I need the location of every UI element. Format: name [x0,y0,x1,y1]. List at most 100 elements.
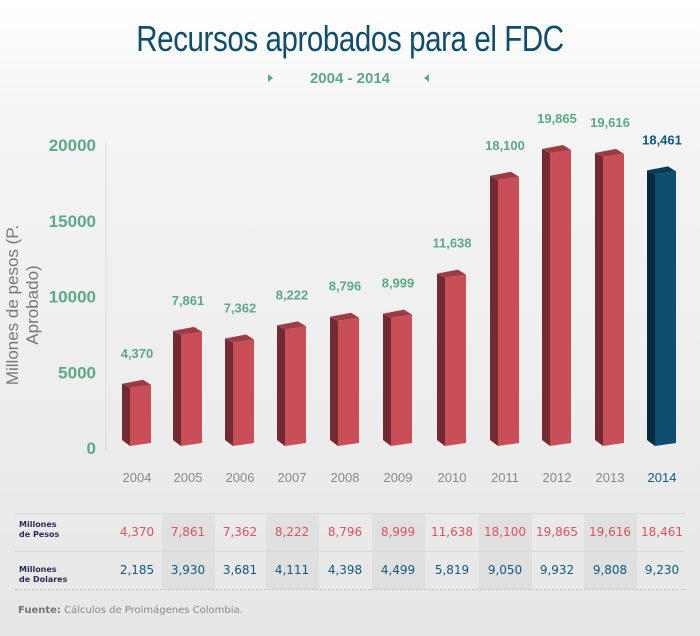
bar-2009 [383,309,412,446]
bar-side-face [225,338,233,446]
bar-side-face [595,152,603,446]
table-cell: 7,861 [162,514,215,551]
y-tick-label: 5000 [58,363,96,382]
x-tick-label: 2012 [543,470,572,485]
bar-2012 [542,145,571,446]
bar-2013 [595,148,624,446]
bar-front-face [445,274,466,446]
bar-side-face [122,383,130,446]
row-header-dolares: Millones de Dolares [19,565,109,585]
bar-top-face [647,166,676,175]
bar-2008 [330,312,359,446]
bar-side-face [330,316,338,446]
table-cell: 4,370 [119,525,155,539]
bar-2014 [647,166,676,446]
data-labels: 4,370 7,861 7,362 8,222 8,796 8,999 11,638 18,1… [121,111,682,361]
table-row-pesos: Millones de Pesos 4,370 7,861 7,362 8,222 8,… [15,513,685,551]
y-ticks: 0 5000 10000 15000 20000 [49,136,96,458]
bar-side-face [542,149,550,446]
bar-front-face [285,326,306,446]
row-header-line2: de Pesos [19,530,60,539]
bar-2010 [437,269,466,446]
table-cell: 9,230 [644,563,680,577]
table-cell: 9,050 [479,552,532,589]
x-ticks: 2004 2005 2006 2007 2008 2009 2010 2011 2012 2013… [123,470,677,485]
bar-top-face [330,312,359,321]
x-tick-label: 2009 [384,470,413,485]
source-label: Fuente: [18,605,61,616]
data-label: 8,796 [329,279,362,294]
bar-2011 [490,171,519,446]
y-tick-label: 15000 [49,212,96,231]
row-header-line1: Millones [19,520,57,529]
bar-side-face [277,325,285,446]
data-label: 7,861 [172,293,205,308]
bar-top-face [490,171,519,180]
bar-top-face [542,145,571,154]
bar-front-face [603,153,624,446]
data-label: 19,865 [537,111,577,126]
data-label: 8,222 [276,287,309,302]
bar-top-face [225,334,254,343]
source-note: Fuente: Cálculos de Proimágenes Colombia… [18,605,243,616]
triangle-right-icon [268,74,273,82]
x-tick-label: 2007 [278,470,307,485]
bar-front-face [338,317,359,446]
bar-side-face [173,330,181,446]
bar-side-face [437,273,445,446]
bars [122,145,676,446]
chart-subtitle: 2004 - 2014 [309,70,391,87]
bar-2004 [122,379,151,446]
table-cell: 7,362 [222,525,258,539]
data-label: 8,999 [382,276,415,291]
data-label: 4,370 [121,346,154,361]
bar-front-face [655,171,676,446]
table-cell: 3,930 [162,552,215,589]
bar-side-face [490,175,498,446]
bar-front-face [391,314,412,446]
row-header-pesos: Millones de Pesos [19,520,109,540]
row-header-line2: de Dolares [19,575,68,584]
table-cell: 18,100 [479,514,532,551]
x-tick-label: 2010 [438,470,467,485]
y-tick-label: 20000 [49,136,96,155]
bar-front-face [498,176,519,446]
x-tick-label: 2004 [123,470,152,485]
data-label: 7,362 [224,300,257,315]
x-tick-label: 2011 [491,470,519,485]
table-cell: 11,638 [431,525,473,539]
table-cell: 8,222 [266,514,319,551]
bar-top-face [437,269,466,278]
table-cell: 3,681 [222,563,258,577]
bar-top-face [383,309,412,318]
bar-top-face [122,379,151,388]
data-label: 11,638 [432,236,471,251]
bar-side-face [383,313,391,446]
table-cell: 8,796 [327,525,363,539]
table-cell: 5,819 [434,563,470,577]
y-tick-label: 0 [87,439,96,458]
bar-top-face [595,148,624,157]
bar-side-face [647,170,655,446]
bar-top-face [277,321,306,330]
table-cell: 9,808 [584,552,637,589]
bar-front-face [233,339,254,446]
bar-front-face [550,150,571,446]
triangle-left-icon [424,74,429,82]
x-tick-label: 2005 [174,470,203,485]
chart-title: Recursos aprobados para el FDC [136,18,564,59]
table-cell: 18,461 [641,525,683,539]
x-tick-label: 2006 [226,470,255,485]
bar-2007 [277,321,306,446]
bar-2005 [173,326,202,446]
x-tick-label: 2014 [648,470,677,485]
x-tick-label: 2013 [596,470,625,485]
x-tick-label: 2008 [331,470,360,485]
bar-2006 [225,334,254,446]
table-row-dolares: Millones de Dolares 2,185 3,930 3,681 4,111… [15,551,685,590]
bar-front-face [181,331,202,446]
table-cell: 9,932 [539,563,575,577]
table-cell: 19,616 [584,514,637,551]
data-label: 18,100 [485,138,525,153]
table-cell: 4,111 [266,552,319,589]
